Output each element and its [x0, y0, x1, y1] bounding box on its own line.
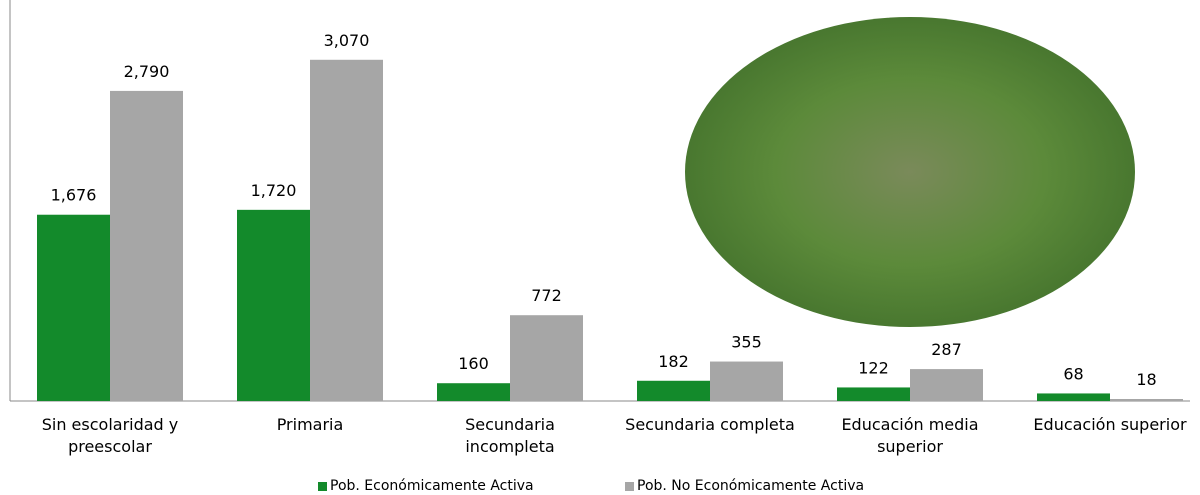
value-label: 160 — [458, 354, 489, 373]
value-label: 287 — [931, 340, 962, 359]
x-tick-label: Educación media superior — [841, 415, 979, 456]
x-tick-label: Secundaria incompleta — [465, 415, 555, 456]
x-tick-label: Secundaria completa — [625, 415, 795, 434]
bar — [510, 315, 583, 401]
legend-item: Pob. Económicamente Activa — [318, 478, 534, 494]
x-tick-label: Educación superior — [1033, 415, 1187, 434]
bar — [110, 90, 183, 401]
bar — [237, 209, 310, 401]
value-label: 3,070 — [324, 31, 370, 50]
value-label: 122 — [858, 358, 889, 377]
bar — [37, 214, 110, 401]
value-label: 772 — [531, 286, 562, 305]
bar — [837, 387, 910, 401]
value-label: 18 — [1136, 370, 1156, 389]
bar — [910, 369, 983, 401]
bar — [437, 383, 510, 401]
value-label: 68 — [1063, 364, 1083, 383]
value-label: 182 — [658, 352, 689, 371]
bar — [710, 361, 783, 401]
value-label: 1,676 — [51, 186, 97, 205]
photo — [685, 17, 1135, 327]
legend-swatch — [625, 481, 634, 491]
value-label: 2,790 — [124, 62, 170, 81]
x-tick-label: Primaria — [276, 415, 344, 434]
legend-swatch — [318, 481, 327, 491]
x-tick-label: Sin escolaridad y preescolar — [41, 415, 179, 456]
value-label: 355 — [731, 333, 762, 352]
bar — [1037, 393, 1110, 401]
legend-label: Pob. Económicamente Activa — [330, 478, 534, 494]
value-label: 1,720 — [251, 181, 297, 200]
legend-item: Pob. No Económicamente Activa — [625, 478, 864, 494]
bar — [1110, 398, 1183, 401]
bar — [310, 59, 383, 401]
bar — [637, 380, 710, 401]
legend-label: Pob. No Económicamente Activa — [637, 478, 865, 494]
